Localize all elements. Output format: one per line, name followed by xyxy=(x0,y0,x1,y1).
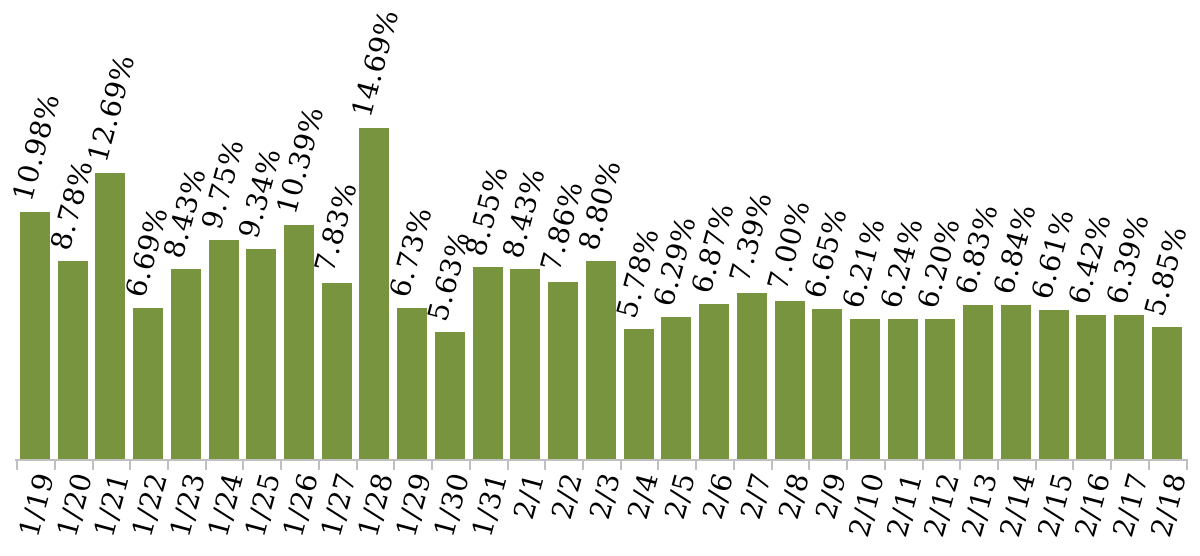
x-axis-tick xyxy=(1185,459,1188,470)
x-axis-tick xyxy=(1072,459,1075,470)
x-axis-tick xyxy=(393,459,396,470)
bar-value-label: 14.69% xyxy=(345,5,406,121)
bar-value-label: 8.80% xyxy=(571,156,628,254)
x-axis-tick xyxy=(846,459,849,470)
bar-2/1 xyxy=(510,269,541,459)
bar-value-label: 12.69% xyxy=(81,50,142,166)
bar-2/16 xyxy=(1076,315,1107,459)
bar-2/7 xyxy=(736,293,767,459)
bar-2/4 xyxy=(623,329,654,459)
bar-2/12 xyxy=(925,319,956,459)
x-axis-tick-label: 2/6 xyxy=(696,469,740,523)
bar-2/5 xyxy=(661,317,692,459)
bar-1/20 xyxy=(57,261,88,459)
x-axis-tick xyxy=(657,459,660,470)
bar-2/14 xyxy=(1000,305,1031,459)
x-axis-tick xyxy=(883,459,886,470)
bar-1/22 xyxy=(133,308,164,459)
bar-2/9 xyxy=(812,309,843,459)
x-axis-tick xyxy=(770,459,773,470)
x-axis-tick-label: 2/2 xyxy=(545,469,590,523)
x-axis-tick xyxy=(695,459,698,470)
bar-1/29 xyxy=(397,308,428,459)
x-axis-tick xyxy=(581,459,584,470)
x-axis-tick xyxy=(204,459,207,470)
x-axis-tick-label: 2/3 xyxy=(582,469,627,523)
bar-2/3 xyxy=(585,261,616,459)
x-axis-tick xyxy=(317,459,320,470)
bar-2/2 xyxy=(548,282,579,459)
x-axis-tick xyxy=(997,459,999,470)
x-axis-tick xyxy=(959,459,962,470)
x-axis-tick xyxy=(280,459,283,470)
bar-1/21 xyxy=(95,173,126,459)
bar-value-label: 10.98% xyxy=(5,89,67,205)
x-axis-tick xyxy=(808,459,811,470)
x-axis-tick xyxy=(242,459,245,470)
bar-2/15 xyxy=(1038,310,1069,459)
bar-value-label: 8.78% xyxy=(43,156,100,254)
x-axis-tick-label: 2/4 xyxy=(620,469,665,523)
x-axis-tick xyxy=(619,459,622,470)
bar-value-label: 7.83% xyxy=(307,178,364,276)
bar-2/10 xyxy=(849,319,880,459)
x-axis-tick xyxy=(921,459,924,470)
x-axis-tick xyxy=(468,459,471,470)
x-axis-tick xyxy=(506,459,509,470)
bar-2/11 xyxy=(887,319,918,459)
x-axis-tick xyxy=(355,459,358,470)
x-axis-tick xyxy=(1110,459,1113,470)
x-axis-tick xyxy=(53,459,56,470)
x-axis-tick xyxy=(166,459,169,470)
bar-1/28 xyxy=(359,128,390,459)
x-axis-tick xyxy=(431,459,433,470)
x-axis-tick-label: 2/5 xyxy=(658,469,703,523)
bar-1/31 xyxy=(472,267,503,459)
x-axis-tick xyxy=(1147,459,1150,470)
bar-2/18 xyxy=(1151,327,1182,459)
bar-1/24 xyxy=(208,240,239,459)
bar-1/30 xyxy=(434,332,465,459)
bar-2/13 xyxy=(963,305,994,459)
bar-1/19 xyxy=(19,212,50,459)
x-axis-tick-label: 2/8 xyxy=(771,469,816,523)
x-axis-tick xyxy=(544,459,547,470)
bar-1/27 xyxy=(321,283,352,459)
x-axis-tick-label: 2/7 xyxy=(733,469,778,523)
bar-1/23 xyxy=(170,269,201,459)
bar-2/17 xyxy=(1114,315,1144,459)
x-axis-tick xyxy=(1034,459,1037,470)
bar-2/6 xyxy=(699,304,729,459)
bar-2/8 xyxy=(774,301,805,459)
x-axis-line xyxy=(15,459,1188,461)
x-axis-tick-label: 2/9 xyxy=(809,469,854,523)
x-axis-tick xyxy=(732,459,735,470)
bar-1/25 xyxy=(246,249,277,459)
x-axis-tick xyxy=(129,459,132,470)
bar-1/26 xyxy=(284,225,314,459)
x-axis-tick-label: 2/1 xyxy=(507,469,552,523)
x-axis-tick xyxy=(16,459,18,470)
x-axis-tick xyxy=(91,459,94,470)
